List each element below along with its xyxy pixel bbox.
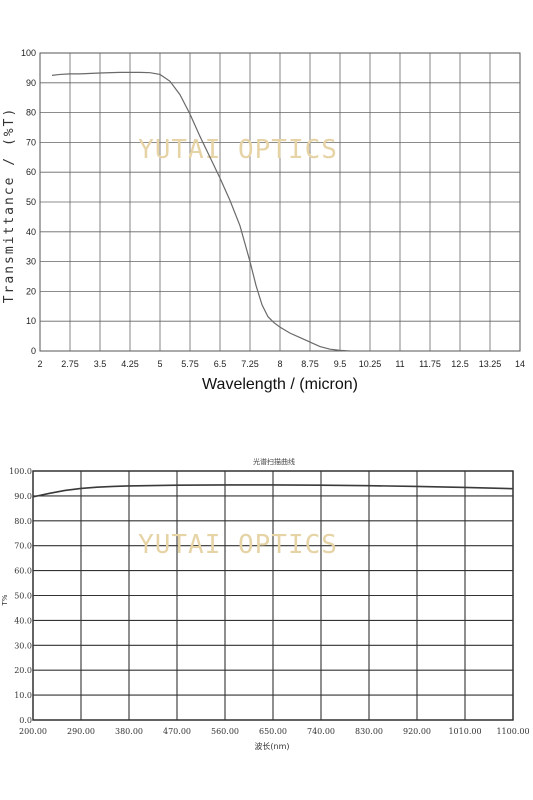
y-tick-label: 10: [26, 316, 36, 326]
x-tick-label: 2.75: [61, 359, 79, 369]
y-tick-label: 0: [31, 346, 36, 356]
chart2-series-line: [32, 484, 514, 498]
chart1-y-ticks: 0 10 20 30 40 50 60 70 80 90 100: [21, 48, 36, 356]
x-tick-label: 560.00: [211, 727, 239, 736]
x-tick-label: 650.00: [259, 727, 287, 736]
y-tick-label: 40: [26, 227, 36, 237]
x-tick-label: 470.00: [163, 727, 191, 736]
y-tick-label: 90.0: [14, 492, 32, 501]
y-tick-label: 30: [26, 257, 36, 267]
chart1-watermark: YUTAI OPTICS: [138, 135, 338, 165]
y-tick-label: 40.0: [14, 616, 32, 625]
x-tick-label: 5.75: [181, 359, 199, 369]
chart1-series-line: [51, 71, 351, 352]
y-tick-label: 50: [26, 197, 36, 207]
x-tick-label: 7.25: [241, 359, 259, 369]
chart2-y-axis-label: T%: [1, 594, 9, 606]
y-tick-label: 100.0: [9, 467, 32, 476]
x-tick-label: 11.75: [419, 359, 441, 369]
x-tick-label: 11: [395, 359, 404, 369]
x-tick-label: 2: [37, 359, 42, 369]
x-tick-label: 9.5: [334, 359, 347, 369]
y-tick-label: 70: [26, 137, 36, 147]
x-tick-label: 1100.00: [496, 727, 529, 736]
y-tick-label: 0.0: [19, 716, 32, 725]
y-tick-label: 20: [26, 286, 36, 296]
y-tick-label: 60: [26, 167, 36, 177]
chart1-grid: [40, 53, 520, 351]
y-tick-label: 80.0: [14, 517, 32, 526]
x-tick-label: 200.00: [19, 727, 47, 736]
x-tick-label: 12.5: [451, 359, 469, 369]
chart2-x-axis-label: 波长(nm): [254, 741, 289, 751]
x-tick-label: 8: [277, 359, 282, 369]
chart2-title: 光谱扫描曲线: [253, 457, 295, 466]
y-tick-label: 60.0: [14, 567, 32, 576]
chart2-grid: [33, 471, 513, 720]
y-tick-label: 100: [21, 48, 36, 58]
x-tick-label: 830.00: [355, 727, 383, 736]
chart1-x-axis-label: Wavelength / (micron): [202, 376, 358, 393]
x-tick-label: 290.00: [67, 727, 95, 736]
chart1-x-ticks: 2 2.75 3.5 4.25 5 5.75 6.5 7.25 8 8.75 9.5 10.25 11 1…: [37, 359, 525, 369]
chart1-y-axis-label: Transmittance / (%T): [2, 107, 17, 304]
chart-spectral-scan: 光谱扫描曲线 200.00 290.00 380.00 470.00 560.00 650…: [1, 457, 530, 751]
chart2-y-ticks: 0.0 10.0 20.0 30.0 40.0 50.0 60.0 70.0 80.0 90.0 1…: [9, 467, 32, 725]
x-tick-label: 740.00: [307, 727, 335, 736]
y-tick-label: 70.0: [14, 542, 32, 551]
x-tick-label: 8.75: [301, 359, 319, 369]
x-tick-label: 920.00: [403, 727, 431, 736]
x-tick-label: 14: [515, 359, 525, 369]
y-tick-label: 30.0: [14, 641, 32, 650]
y-tick-label: 90: [26, 78, 36, 88]
chart2-watermark: YUTAI OPTICS: [138, 530, 338, 560]
x-tick-label: 13.25: [479, 359, 502, 369]
chart2-x-ticks: 200.00 290.00 380.00 470.00 560.00 650.00 740.…: [19, 727, 530, 736]
x-tick-label: 4.25: [121, 359, 139, 369]
y-tick-label: 80: [26, 108, 36, 118]
chart-ir-transmittance: 2 2.75 3.5 4.25 5 5.75 6.5 7.25 8 8.75 9.5 10.25 11 1…: [2, 48, 525, 393]
x-tick-label: 6.5: [214, 359, 227, 369]
y-tick-label: 50.0: [14, 592, 32, 601]
x-tick-label: 10.25: [359, 359, 382, 369]
y-tick-label: 10.0: [14, 691, 32, 700]
x-tick-label: 1010.00: [448, 727, 481, 736]
x-tick-label: 3.5: [94, 359, 107, 369]
y-tick-label: 20.0: [14, 666, 32, 675]
x-tick-label: 380.00: [115, 727, 143, 736]
x-tick-label: 5: [157, 359, 162, 369]
